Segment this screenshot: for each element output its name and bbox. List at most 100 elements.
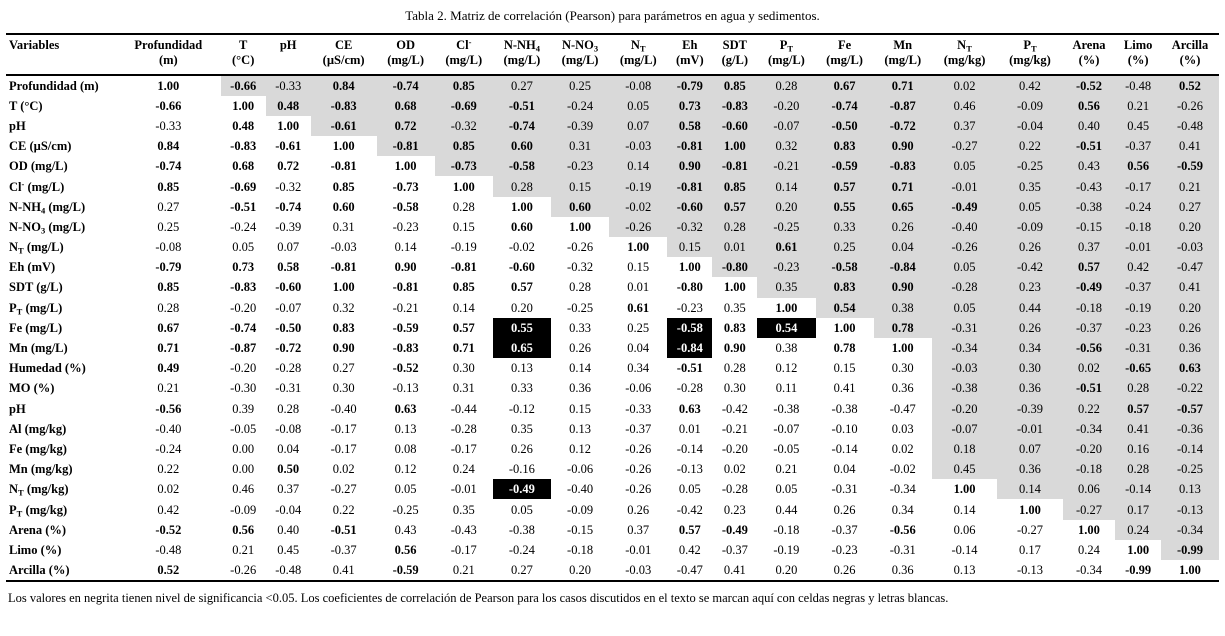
column-header: Arena (%) [1062,34,1116,76]
correlation-cell: 0.35 [452,502,475,517]
correlation-cell: -0.51 [1062,378,1116,399]
correlation-cell: -0.02 [508,240,535,255]
correlation-cell: 0.68 [232,159,255,174]
correlation-cell: 0.00 [232,462,255,477]
correlation-cell: 0.61 [757,237,816,258]
correlation-cell: 0.24 [452,462,475,477]
table-row: PT (mg/L) 0.28 -0.20 -0.07 0.32 -0.21 0.14 0.20… [6,297,1219,318]
correlation-cell: 0.14 [953,502,976,517]
correlation-cell: 0.26 [873,216,932,237]
correlation-cell: 0.38 [775,341,798,356]
correlation-cell: -0.47 [1160,257,1219,278]
correlation-cell: -0.25 [1160,459,1219,480]
column-header-variables: Variables [6,34,116,76]
correlation-cell: 1.00 [712,136,758,157]
correlation-cell: 0.90 [873,277,932,298]
correlation-cell: -0.72 [275,341,302,356]
correlation-cell: -0.33 [155,118,182,133]
correlation-cell: 0.83 [815,136,874,157]
correlation-cell: -0.49 [931,196,998,217]
correlation-cell: 0.90 [332,341,355,356]
correlation-cell: -0.26 [931,237,998,258]
correlation-cell: 0.27 [492,74,551,96]
correlation-cell: 0.57 [510,280,533,295]
correlation-cell: 0.36 [997,378,1063,399]
correlation-cell: 0.25 [815,237,874,258]
correlation-cell: -0.83 [230,139,257,154]
column-header: NT (mg/L) [609,34,668,76]
row-label: N-NH4 (mg/L) [9,199,86,216]
table-row: Fe (mg/L) 0.67 -0.74 -0.50 0.83 -0.59 0.57 0.55… [6,317,1219,338]
correlation-cell: 0.45 [277,542,300,557]
correlation-cell: -0.66 [220,74,266,96]
correlation-cell: 0.85 [434,136,493,157]
correlation-cell: 0.14 [609,156,668,177]
row-label: PT (mg/L) [9,300,63,317]
correlation-cell: -0.14 [676,441,703,456]
correlation-cell: 0.90 [873,136,932,157]
correlation-cell: -0.57 [1160,398,1219,419]
correlation-cell: 0.57 [1062,257,1116,278]
correlation-cell: -0.99 [1125,563,1152,578]
correlation-cell: -0.59 [392,563,419,578]
row-label: pH [9,118,26,133]
correlation-cell: 0.28 [723,361,746,376]
correlation-cell: -0.38 [508,522,535,537]
correlation-cell: 0.40 [277,522,300,537]
column-header: Fe (mg/L) [815,34,874,76]
correlation-cell: 0.72 [376,115,435,137]
correlation-cell: -0.20 [757,95,816,116]
correlation-cell: 0.05 [678,482,701,497]
correlation-cell: -0.02 [609,196,668,217]
row-label: N-NO3 (mg/L) [9,219,86,236]
correlation-cell: -0.36 [1160,418,1219,439]
correlation-cell: -0.66 [155,98,182,113]
correlation-cell: -0.74 [492,115,551,137]
correlation-cell: 0.38 [873,297,932,318]
correlation-cell: -0.34 [931,337,998,359]
correlation-cell: 0.24 [1078,542,1100,557]
correlation-cell: -0.32 [567,260,594,275]
correlation-cell: -0.03 [330,240,357,255]
correlation-cell: -0.81 [392,280,419,295]
column-header: Arcilla (%) [1160,34,1219,76]
correlation-cell: -0.51 [330,522,357,537]
correlation-cell: 0.57 [712,196,758,217]
correlation-cell: -0.34 [1075,563,1103,578]
correlation-cell: -0.01 [1115,237,1161,258]
correlation-cell: -0.03 [1160,237,1219,258]
correlation-cell: -0.83 [310,95,377,116]
correlation-cell: -0.50 [815,115,874,137]
correlation-cell: 0.83 [332,320,355,335]
correlation-cell: 1.00 [232,98,255,113]
correlation-cell: -0.84 [873,257,932,278]
correlation-cell: 1.00 [627,240,650,255]
correlation-cell: 0.17 [1019,542,1041,557]
correlation-cell: -0.01 [997,418,1063,439]
correlation-cell: 0.07 [277,240,300,255]
correlation-cell: 0.00 [232,441,255,456]
correlation-cell: 0.15 [452,219,475,234]
row-label: Arena (%) [9,522,67,537]
correlation-cell: -0.37 [831,522,858,537]
correlation-cell: 0.12 [569,441,592,456]
correlation-cell: 0.73 [232,260,255,275]
correlation-cell: -0.20 [230,300,257,315]
correlation-cell: -0.23 [392,219,419,234]
correlation-cell: -0.28 [721,482,748,497]
correlation-cell: 0.13 [569,421,592,436]
correlation-cell: 0.14 [997,479,1063,500]
correlation-cell: -0.27 [1062,499,1116,520]
correlation-cell: -0.07 [931,418,998,439]
correlation-cell: -0.33 [625,401,652,416]
correlation-cell: -0.47 [676,563,703,578]
correlation-cell: -0.74 [376,74,435,96]
correlation-cell: -0.51 [230,199,257,214]
correlation-cell: 0.42 [1115,257,1161,278]
correlation-cell: -0.15 [567,522,594,537]
table-row: N-NO3 (mg/L) 0.25 -0.24 -0.39 0.31 -0.23 0.15 0… [6,216,1219,237]
correlation-cell: 1.00 [953,482,976,497]
correlation-cell: 0.05 [232,240,255,255]
correlation-cell: 0.21 [1115,95,1161,116]
correlation-cell: 0.13 [394,421,417,436]
